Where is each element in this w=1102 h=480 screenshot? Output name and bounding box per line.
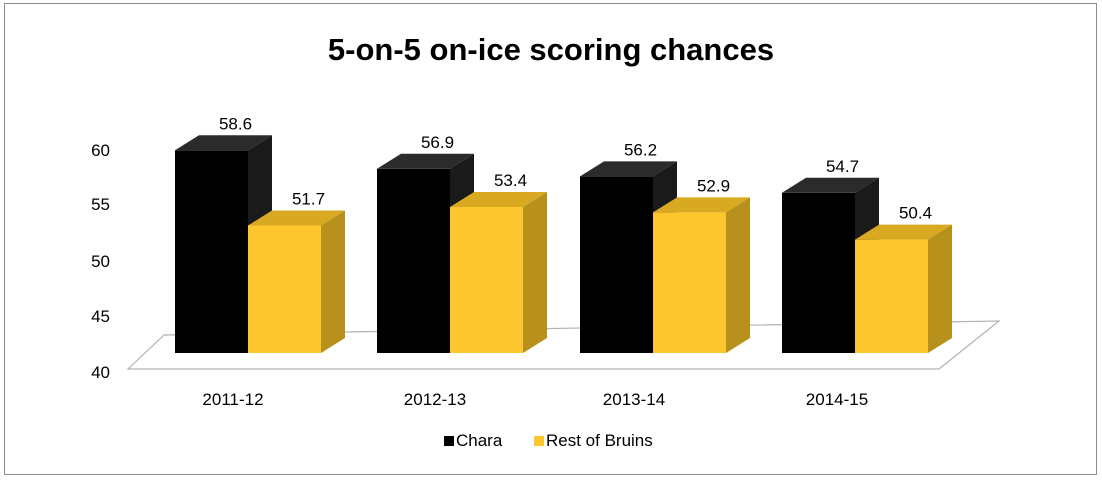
bar-rest-of-bruins xyxy=(855,224,952,353)
bar-front xyxy=(782,192,855,353)
bar-front xyxy=(653,212,726,353)
bar-top xyxy=(855,224,952,240)
y-tick-label: 50 xyxy=(91,252,110,271)
data-label: 54.7 xyxy=(826,157,859,176)
bar-side xyxy=(928,224,952,353)
data-label: 52.9 xyxy=(697,176,730,195)
x-tick-label: 2011-12 xyxy=(202,390,263,409)
chart-floor xyxy=(126,320,1001,370)
x-tick-label: 2012-13 xyxy=(404,390,466,409)
data-label: 51.7 xyxy=(292,189,325,208)
bar-front xyxy=(580,176,653,353)
x-axis: 2011-12 2012-13 2013-14 2014-15 xyxy=(202,390,868,409)
bar-rest-of-bruins xyxy=(653,197,750,353)
bar-top xyxy=(580,161,677,177)
y-tick-label: 45 xyxy=(91,307,110,326)
bar-top xyxy=(248,210,345,226)
data-label: 58.6 xyxy=(219,114,252,133)
bar-front xyxy=(855,239,928,353)
bar-side xyxy=(321,210,345,353)
legend-label: Chara xyxy=(456,431,503,450)
x-tick-label: 2014-15 xyxy=(806,390,868,409)
bar-rest-of-bruins xyxy=(248,210,345,353)
legend-swatch xyxy=(534,436,544,446)
y-tick-label: 55 xyxy=(91,195,110,214)
bar-front xyxy=(175,150,248,353)
bar-side xyxy=(726,197,750,353)
data-label: 50.4 xyxy=(899,204,932,223)
bar-top xyxy=(450,191,547,207)
bar-top xyxy=(175,135,272,151)
y-tick-label: 40 xyxy=(91,363,110,382)
legend-swatch xyxy=(444,436,454,446)
bar-rest-of-bruins xyxy=(450,191,547,353)
data-label: 56.2 xyxy=(624,140,657,159)
data-label: 56.9 xyxy=(421,133,454,152)
legend-label: Rest of Bruins xyxy=(546,431,653,450)
bar-front xyxy=(377,168,450,353)
bar-front xyxy=(450,206,523,353)
legend: Chara Rest of Bruins xyxy=(444,431,653,450)
bar-side xyxy=(523,191,547,353)
chart-title: 5-on-5 on-ice scoring chances xyxy=(328,32,774,67)
plot-area: 58.6 51.7 56.9 53.4 56.2 52.9 54.7 50.4 xyxy=(175,114,952,353)
bar-top xyxy=(377,153,474,169)
x-tick-label: 2013-14 xyxy=(603,390,665,409)
y-axis: 40 45 50 55 60 xyxy=(91,141,110,382)
y-tick-label: 60 xyxy=(91,141,110,160)
bar-top xyxy=(782,177,879,193)
data-label: 53.4 xyxy=(494,171,527,190)
bar-top xyxy=(653,197,750,213)
bar-front xyxy=(248,225,321,353)
